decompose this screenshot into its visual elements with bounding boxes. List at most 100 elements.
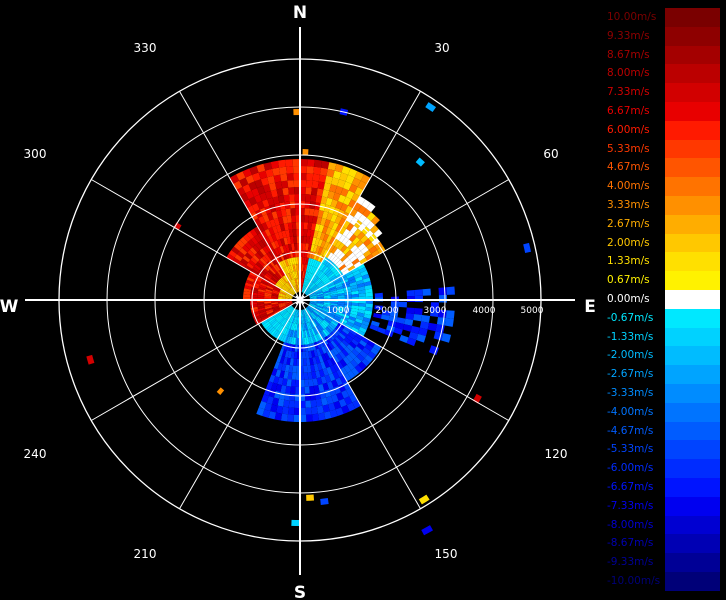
echo-gate <box>292 316 296 324</box>
echo-gate <box>289 272 294 280</box>
echo-gate <box>311 312 317 318</box>
echo-gate <box>279 306 287 310</box>
echo-gate <box>257 224 265 233</box>
echo-gate <box>418 327 428 337</box>
echo-gate <box>246 276 255 283</box>
echo-gate <box>315 290 323 294</box>
echo-gate <box>257 232 265 241</box>
echo-gate <box>302 149 309 156</box>
echo-gate <box>328 309 337 314</box>
echo-gate <box>302 285 306 293</box>
legend-row: -7.33m/s <box>606 496 720 516</box>
echo-gate <box>340 266 348 273</box>
echo-gate <box>285 385 291 394</box>
echo-gate <box>393 327 403 335</box>
legend-row: 6.00m/s <box>606 120 720 140</box>
echo-gate <box>359 339 368 348</box>
echo-gate <box>346 321 354 327</box>
echo-gate <box>296 323 299 331</box>
echo-gate <box>309 297 317 299</box>
legend-swatch <box>665 459 720 479</box>
echo-gate <box>301 278 304 286</box>
echo-gate <box>308 329 312 337</box>
echo-gate <box>321 346 327 354</box>
echo-gate <box>314 268 320 276</box>
echo-gate <box>277 362 283 371</box>
echo-gate <box>340 254 348 262</box>
echo-gate <box>294 201 300 209</box>
echo-gate <box>316 296 324 299</box>
echo-gate <box>325 197 333 206</box>
echo-gate <box>445 310 455 319</box>
echo-gate <box>278 317 285 324</box>
echo-gate <box>335 201 344 210</box>
echo-gate <box>318 224 325 233</box>
echo-gate <box>351 367 360 377</box>
echo-gate <box>333 279 342 285</box>
radial-210 <box>179 299 301 509</box>
azimuth-label-210: 210 <box>134 547 157 561</box>
echo-gate <box>344 304 352 309</box>
echo-gate <box>352 236 361 245</box>
echo-gate <box>271 368 278 377</box>
echo-gate <box>316 188 324 197</box>
echo-gate <box>279 356 285 364</box>
echo-gate <box>313 252 318 260</box>
echo-gate <box>264 296 272 299</box>
legend-swatch <box>665 553 720 573</box>
echo-gate <box>247 205 256 215</box>
echo-gate <box>309 313 316 320</box>
echo-gate <box>278 303 286 306</box>
echo-gate <box>269 268 276 275</box>
echo-gate <box>320 310 328 316</box>
echo-gate <box>280 318 287 326</box>
legend-swatch <box>665 8 720 27</box>
echo-gate <box>363 281 372 287</box>
echo-gate <box>283 267 289 275</box>
echo-gate <box>318 384 325 392</box>
echo-gate <box>278 269 285 277</box>
echo-gate <box>288 400 295 408</box>
echo-gate <box>273 274 280 281</box>
echo-gate <box>340 318 348 324</box>
echo-gate <box>252 313 260 318</box>
echo-gate <box>315 325 321 333</box>
echo-gate <box>315 356 321 364</box>
echo-gate <box>344 289 352 293</box>
echo-gate <box>295 285 298 293</box>
echo-gate <box>309 321 315 329</box>
legend-label: -7.33m/s <box>607 499 654 512</box>
echo-gate <box>294 400 300 408</box>
echo-gate <box>293 180 300 188</box>
echo-gate <box>313 230 319 239</box>
echo-gate <box>336 286 344 291</box>
echo-gate <box>285 302 293 307</box>
echo-gate <box>414 295 423 303</box>
echo-gate <box>268 182 277 191</box>
legend-label: 2.00m/s <box>607 236 650 249</box>
echo-gate <box>288 289 295 295</box>
echo-gate <box>308 350 313 359</box>
echo-gate <box>315 306 323 310</box>
echo-gate <box>308 282 314 289</box>
echo-gate <box>274 284 282 289</box>
echo-gate <box>355 250 364 259</box>
echo-gate <box>264 304 272 308</box>
echo-gate <box>287 306 294 313</box>
echo-gate <box>364 310 373 316</box>
echo-gate <box>304 330 308 338</box>
echo-gate <box>264 306 272 310</box>
echo-gate <box>276 262 282 270</box>
echo-gate <box>300 414 307 422</box>
echo-gate <box>270 258 277 266</box>
echo-gate <box>312 216 318 224</box>
legend-label: -8.00m/s <box>607 518 654 531</box>
echo-gate <box>371 249 380 258</box>
echo-gate <box>342 228 350 237</box>
echo-gate <box>281 349 287 357</box>
echo-gate <box>265 190 273 200</box>
echo-gate <box>251 203 260 212</box>
legend-swatch <box>665 402 720 422</box>
echo-gate <box>358 293 366 297</box>
echo-gate <box>315 253 321 261</box>
